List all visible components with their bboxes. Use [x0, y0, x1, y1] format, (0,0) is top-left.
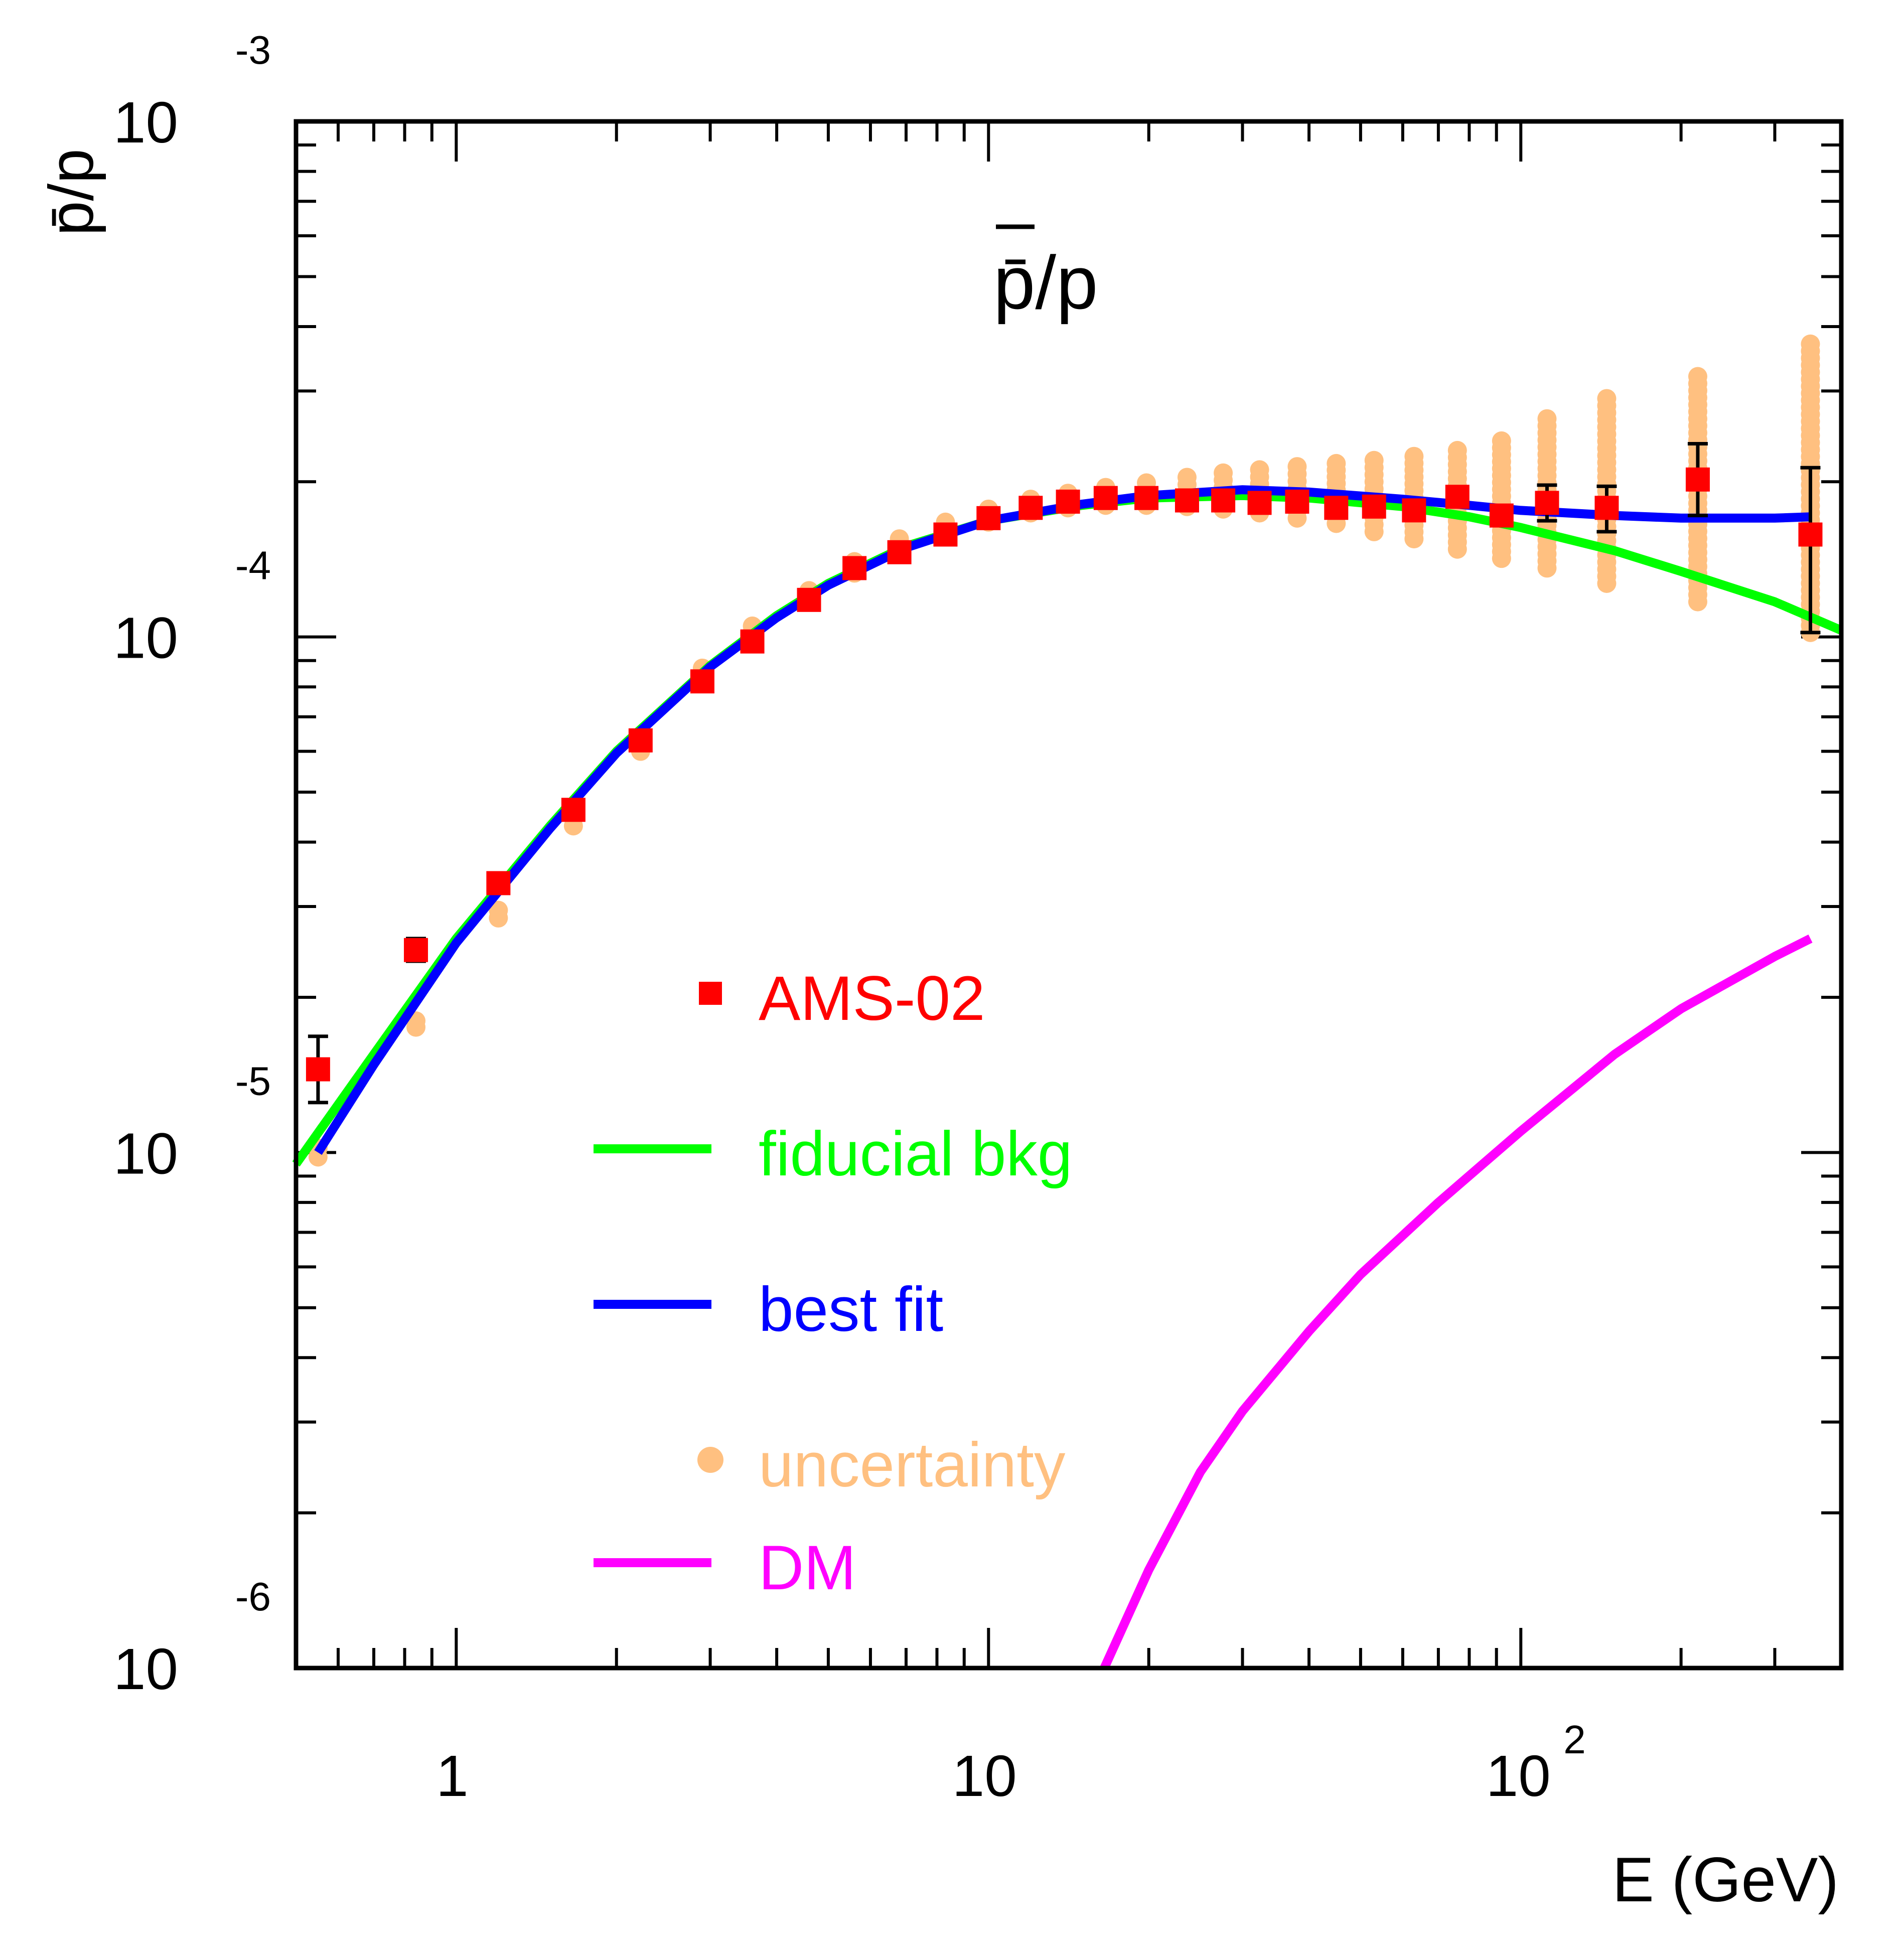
dm-line — [1100, 934, 1813, 1670]
ams02-point — [690, 669, 714, 694]
ams02-point — [1247, 491, 1272, 515]
ams02-point — [1402, 498, 1426, 523]
uncertainty-dot — [406, 1017, 426, 1037]
ams02-point — [1056, 489, 1080, 514]
ams02-point — [561, 798, 585, 822]
legend-label-dm: DM — [759, 1533, 856, 1603]
plot-frame — [294, 119, 1844, 1671]
x-axis-title: E (GeV) — [1613, 1845, 1839, 1915]
uncertainty-dot — [489, 908, 508, 928]
ams02-point — [1362, 494, 1386, 519]
ams02-point — [1134, 486, 1159, 510]
uncertainty-dot — [1364, 522, 1384, 541]
x-tick-label-exponent: 2 — [1563, 1717, 1586, 1762]
legend-label-uncertainty: uncertainty — [759, 1430, 1066, 1500]
ams02-point — [933, 522, 958, 547]
chart-title-text: p̄/p — [993, 240, 1098, 325]
legend-label-fiducial-bkg: fiducial bkg — [759, 1119, 1072, 1189]
legend-label-best-fit: best fit — [759, 1275, 943, 1344]
ams02-point — [887, 540, 912, 564]
ams02-series — [306, 442, 1823, 1105]
ams02-point — [486, 871, 511, 895]
x-tick-label: 10 — [1486, 1743, 1551, 1809]
ams02-point — [740, 629, 765, 654]
x-tick-label: 10 — [952, 1743, 1017, 1809]
y-tick-label-exponent: -5 — [235, 1059, 271, 1103]
uncertainty-dot — [1447, 539, 1467, 559]
ams02-point — [797, 587, 821, 612]
legend-entry-uncertainty: uncertainty — [697, 1430, 1066, 1500]
legend-entry-ams02: AMS-02 — [699, 964, 985, 1033]
ams02-point — [306, 1057, 330, 1082]
uncertainty-dot — [1537, 558, 1557, 578]
ams02-point — [1324, 496, 1349, 520]
ams02-point — [1211, 488, 1236, 513]
legend-marker-ams02 — [699, 982, 722, 1005]
legend-entry-best-fit: best fit — [594, 1275, 943, 1344]
ams02-point — [1445, 485, 1470, 509]
uncertainty-dot — [1688, 592, 1707, 612]
y-axis-title-text: p̄/p — [37, 148, 106, 236]
ams02-point — [1093, 486, 1118, 510]
ams02-point — [842, 556, 867, 580]
ams02-point — [1535, 491, 1559, 515]
y-tick-label-exponent: -4 — [235, 543, 271, 588]
legend-entry-fiducial-bkg: fiducial bkg — [594, 1119, 1072, 1189]
ams02-point — [1285, 489, 1309, 514]
uncertainty-dot — [1404, 529, 1424, 549]
y-tick-label-exponent: -3 — [235, 28, 271, 72]
y-tick-label: 10 — [113, 1636, 178, 1702]
legend-marker-uncertainty — [697, 1447, 723, 1473]
ams02-point — [404, 938, 428, 962]
ams02-point — [1685, 467, 1710, 492]
y-tick-label-exponent: -6 — [235, 1574, 271, 1619]
x-tick-label: 1 — [436, 1743, 469, 1809]
legend: AMS-02 fiducial bkg best fit uncertainty… — [594, 964, 1072, 1603]
ams02-point — [1175, 488, 1199, 513]
y-tick-label: 10 — [113, 90, 178, 155]
chart-title: p̄/p — [993, 224, 1098, 325]
legend-entry-dm: DM — [594, 1533, 856, 1603]
legend-label-ams02: AMS-02 — [759, 964, 985, 1033]
uncertainty-dot — [1492, 549, 1511, 568]
ams02-point — [976, 506, 1001, 530]
y-axis-title: p̄/p — [37, 148, 106, 236]
y-tick-label: 10 — [113, 606, 178, 671]
ams02-point — [1798, 522, 1823, 547]
x-tick-labels: 1 10 10 2 — [436, 1717, 1586, 1809]
ams02-point — [1594, 496, 1619, 520]
y-tick-label: 10 — [113, 1121, 178, 1186]
ams02-point — [1018, 496, 1043, 520]
uncertainty-dot — [1597, 573, 1617, 593]
ams02-point — [628, 728, 653, 752]
ams02-point — [1489, 503, 1514, 528]
y-tick-labels: 10 -6 10 -5 10 -4 10 -3 — [113, 28, 271, 1702]
